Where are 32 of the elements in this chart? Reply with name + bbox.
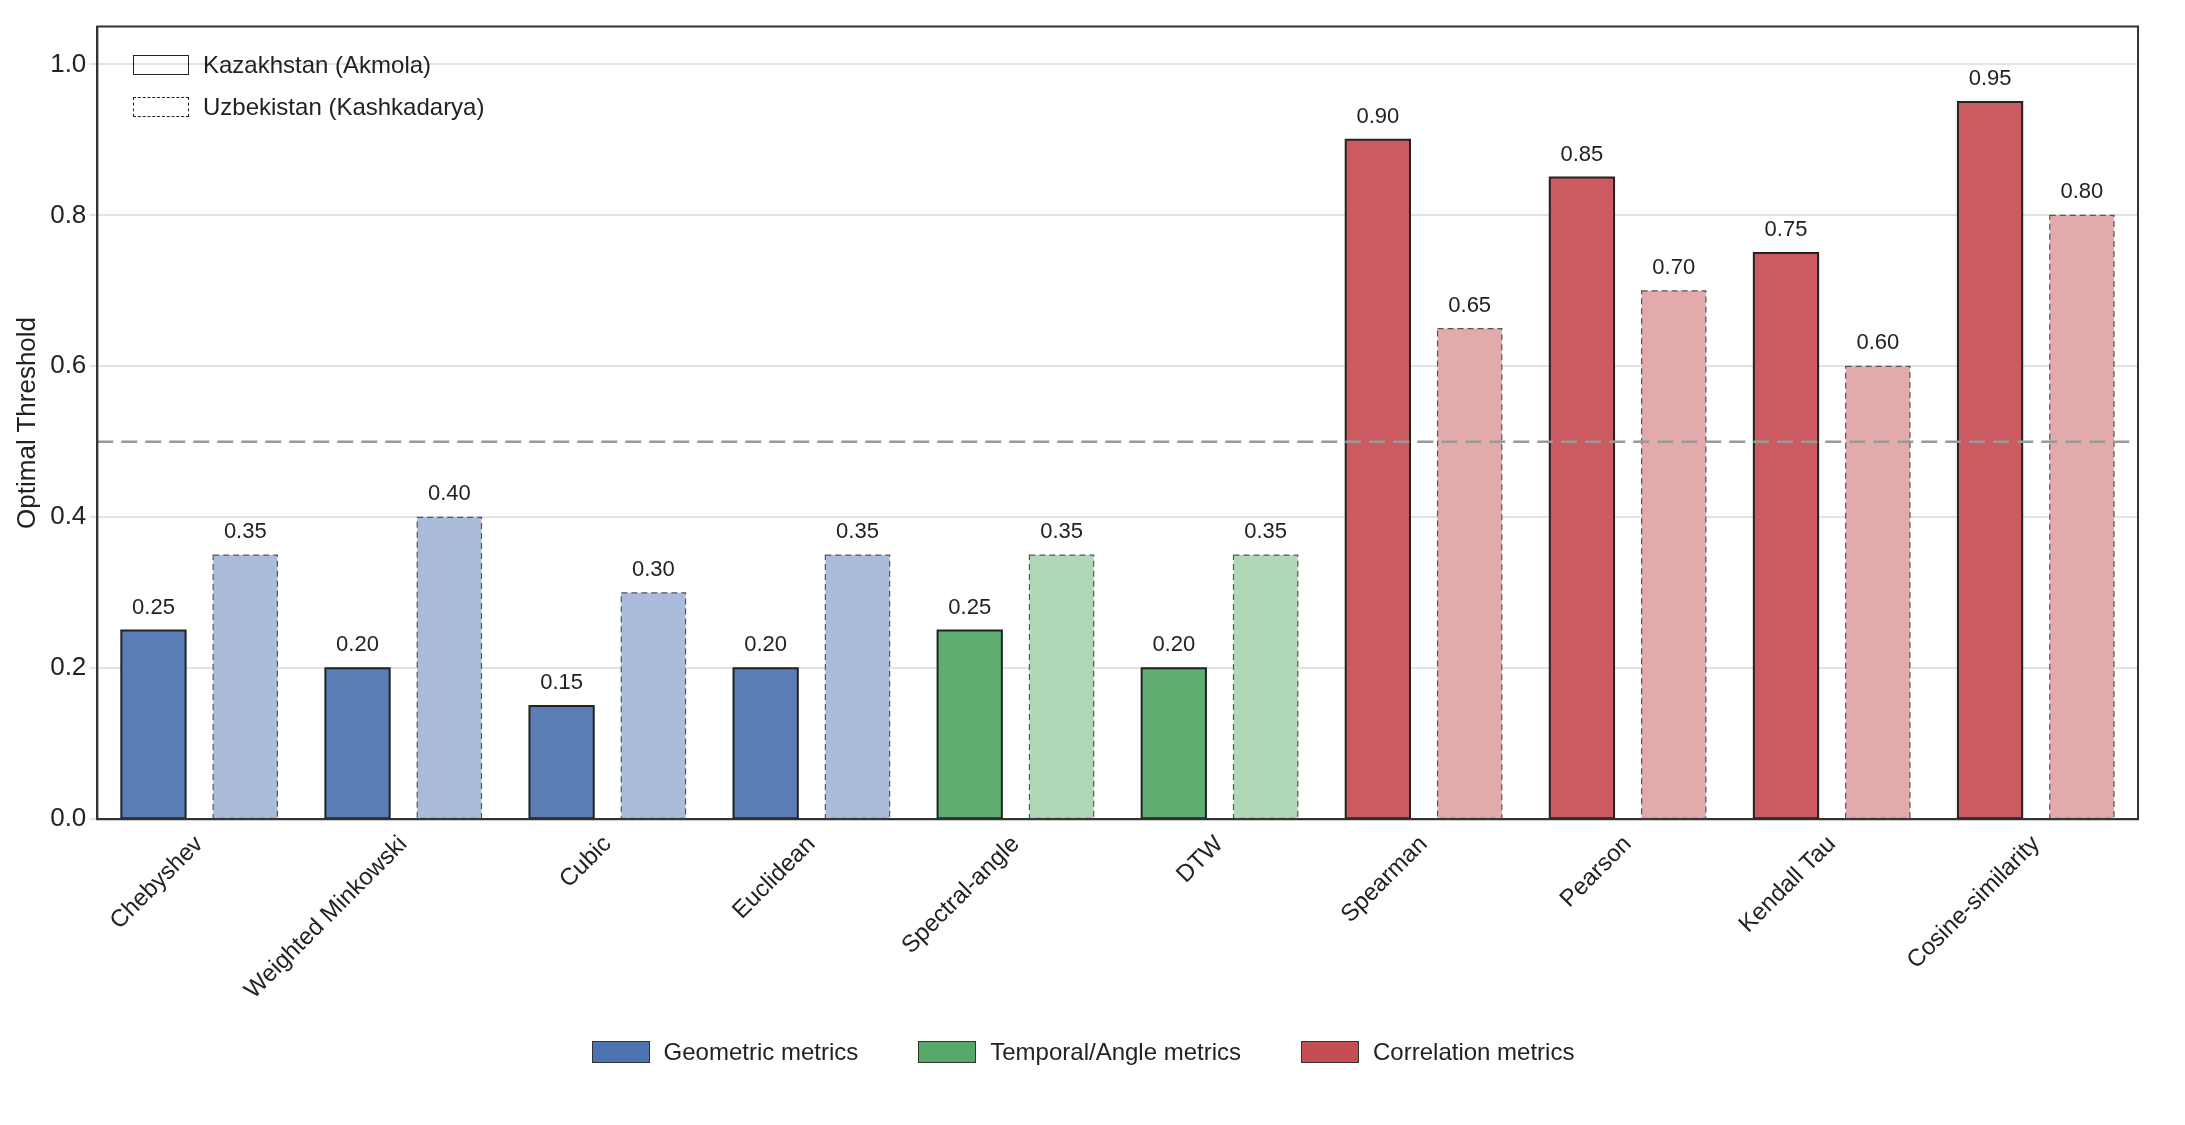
y-axis-title: Optimal Threshold [10,316,41,529]
legend-label: Correlation metrics [1373,1038,1575,1066]
y-tick-label: 1.0 [50,47,87,78]
data-label: 0.20 [744,631,788,657]
data-label: 0.15 [540,669,584,695]
data-label: 0.35 [223,518,267,544]
data-label: 0.40 [427,480,471,506]
data-label: 0.30 [632,555,675,581]
annotation: Uzbekistan (Kashkadarya) [203,93,485,121]
data-label: 0.85 [1560,140,1604,166]
data-label: 0.35 [836,518,879,544]
data-label: 0.25 [948,593,992,619]
legend-label: Geometric metrics [663,1038,859,1066]
data-label: 0.80 [2060,178,2104,204]
annotation: Kazakhstan (Akmola) [203,51,432,79]
data-label: 0.70 [1652,253,1696,279]
legend-label: Temporal/Angle metrics [990,1038,1242,1066]
data-label: 0.75 [1764,216,1808,242]
data-label: 0.35 [1244,518,1288,544]
data-label: 0.25 [132,593,175,619]
y-tick-label: 0.0 [50,802,87,833]
y-tick-label: 0.8 [50,198,87,229]
data-label: 0.90 [1356,102,1400,128]
data-label: 0.65 [1448,291,1492,317]
data-label: 0.60 [1856,329,1900,355]
data-label: 0.20 [336,631,379,657]
y-tick-label: 0.4 [50,500,87,531]
y-tick-label: 0.6 [50,349,87,380]
data-label: 0.35 [1040,518,1083,544]
data-label: 0.95 [1968,65,2012,91]
y-tick-label: 0.2 [50,651,87,682]
data-label: 0.20 [1152,631,1196,657]
